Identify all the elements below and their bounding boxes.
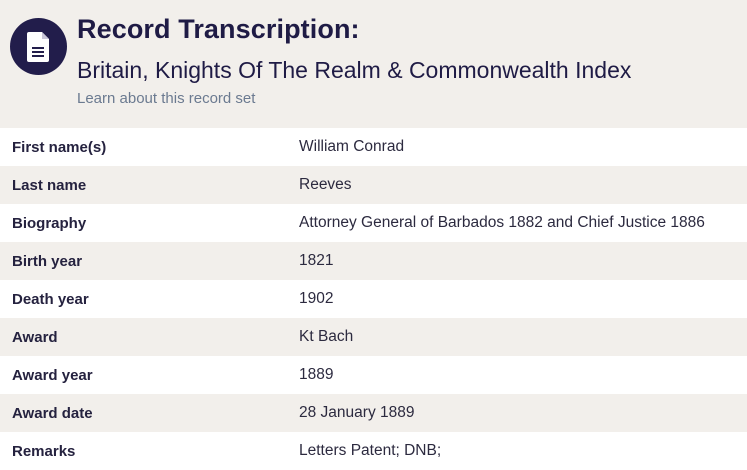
table-row: Death year 1902 bbox=[0, 280, 747, 318]
field-label: Death year bbox=[12, 290, 89, 308]
table-row: Award year 1889 bbox=[0, 356, 747, 394]
field-label: Birth year bbox=[12, 252, 83, 270]
field-label: First name(s) bbox=[12, 138, 107, 156]
field-value: William Conrad bbox=[299, 138, 405, 155]
record-set-name: Britain, Knights Of The Realm & Commonwe… bbox=[77, 57, 632, 83]
field-value: Reeves bbox=[299, 176, 352, 193]
table-row: Remarks Letters Patent; DNB; bbox=[0, 432, 747, 470]
field-value: Letters Patent; DNB; bbox=[299, 442, 442, 459]
table-row: First name(s) William Conrad bbox=[0, 128, 747, 166]
field-value: 1902 bbox=[299, 290, 334, 307]
field-value: 1821 bbox=[299, 252, 334, 269]
field-label: Biography bbox=[12, 214, 87, 232]
table-row: Biography Attorney General of Barbados 1… bbox=[0, 204, 747, 242]
field-value: 1889 bbox=[299, 366, 334, 383]
table-row: Award date 28 January 1889 bbox=[0, 394, 747, 432]
table-row: Last name Reeves bbox=[0, 166, 747, 204]
field-value: Attorney General of Barbados 1882 and Ch… bbox=[299, 214, 705, 231]
field-value: 28 January 1889 bbox=[299, 404, 415, 421]
page-title: Record Transcription: bbox=[77, 14, 360, 44]
learn-about-record-set-link[interactable]: Learn about this record set bbox=[77, 90, 256, 107]
document-icon bbox=[26, 31, 49, 62]
field-label: Award date bbox=[12, 404, 93, 422]
table-row: Birth year 1821 bbox=[0, 242, 747, 280]
table-row: Award Kt Bach bbox=[0, 318, 747, 356]
field-value: Kt Bach bbox=[299, 328, 354, 345]
field-label: Award bbox=[12, 328, 58, 346]
document-badge bbox=[10, 18, 67, 75]
field-label: Award year bbox=[12, 366, 93, 384]
field-label: Remarks bbox=[12, 442, 76, 460]
record-details-table: First name(s) William Conrad Last name R… bbox=[0, 128, 747, 470]
field-label: Last name bbox=[12, 176, 87, 194]
record-header: Record Transcription: Britain, Knights O… bbox=[0, 0, 747, 128]
